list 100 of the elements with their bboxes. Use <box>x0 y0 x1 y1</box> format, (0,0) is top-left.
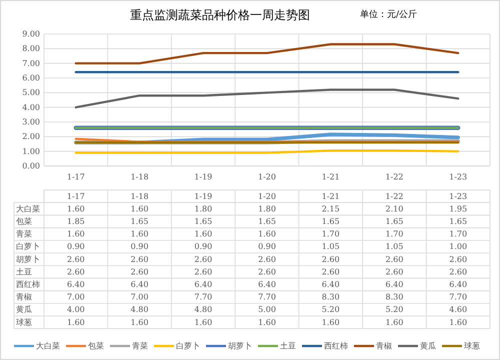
data-label: 1.60 <box>258 318 276 327</box>
data-label: 1.60 <box>66 204 85 214</box>
text: 青菜 <box>16 230 32 239</box>
data-label: 1.65 <box>194 217 212 226</box>
data-label: 0.90 <box>130 242 148 252</box>
data-label: 1.80 <box>194 204 212 214</box>
data-label: 1.05 <box>322 242 340 252</box>
x-tick-label: 1-19 <box>194 172 212 182</box>
data-label: 1.60 <box>449 318 468 327</box>
data-label: 1.05 <box>386 242 404 252</box>
category-label: 1-19 <box>194 192 212 201</box>
data-label: 7.70 <box>258 292 276 302</box>
x-tick-label: 1-23 <box>449 172 468 182</box>
data-label: 7.00 <box>130 292 148 302</box>
category-label: 1-17 <box>66 192 85 201</box>
data-label: 2.60 <box>258 254 276 264</box>
data-label: 1.65 <box>322 217 340 226</box>
data-label: 1.85 <box>66 217 85 226</box>
data-label: 1.70 <box>322 230 340 239</box>
x-tick-label: 1-20 <box>258 172 276 182</box>
data-label: 6.40 <box>66 280 85 289</box>
data-label: 4.60 <box>449 305 468 314</box>
data-label: 5.00 <box>258 305 276 314</box>
data-label: 1.60 <box>130 204 148 214</box>
category-label: 1-20 <box>258 192 276 201</box>
x-tick-label: 1-17 <box>66 172 85 182</box>
text: 土豆 <box>16 267 32 276</box>
x-tick-label: 1-18 <box>130 172 149 182</box>
text: 球葱 <box>16 318 32 327</box>
data-label: 7.70 <box>194 292 212 302</box>
data-label: 1.65 <box>258 217 276 226</box>
text: 白萝卜 <box>16 242 40 252</box>
chart-title: 重点监测蔬菜品种价格一周走势图 <box>130 8 310 22</box>
data-label: 2.60 <box>449 267 468 276</box>
data-label: 1.95 <box>449 204 468 214</box>
data-label: 6.40 <box>322 280 340 289</box>
data-label: 1.70 <box>386 230 404 239</box>
text: 西红柿 <box>16 280 40 289</box>
data-label: 2.60 <box>258 267 276 276</box>
data-label: 1.80 <box>258 204 276 214</box>
data-label: 2.60 <box>449 254 468 264</box>
data-label: 2.60 <box>130 254 148 264</box>
data-label: 2.60 <box>386 267 404 276</box>
data-label: 2.60 <box>322 267 340 276</box>
category-label: 1-18 <box>130 192 149 201</box>
y-tick-label: 4.00 <box>22 102 40 112</box>
data-label: 6.40 <box>258 280 276 289</box>
data-label: 2.60 <box>386 254 404 264</box>
data-label: 1.65 <box>130 217 148 226</box>
data-label: 7.70 <box>449 292 468 302</box>
y-tick-label: 1.00 <box>22 146 40 156</box>
y-tick-label: 2.00 <box>22 132 40 142</box>
data-label: 2.10 <box>386 204 404 214</box>
y-tick-label: 3.00 <box>22 118 40 126</box>
legend-label: 西红柿 <box>324 342 348 350</box>
y-tick-label: 6.00 <box>22 74 40 82</box>
data-label: 8.30 <box>322 292 340 302</box>
category-label: 1-21 <box>322 192 340 201</box>
x-tick-label: 1-22 <box>385 172 404 182</box>
data-label: 1.60 <box>194 318 212 327</box>
data-label: 5.20 <box>322 305 340 314</box>
data-label: 1.65 <box>386 217 404 226</box>
legend-label: 土豆 <box>280 342 296 350</box>
text: 大白菜 <box>16 204 40 214</box>
data-label: 2.60 <box>322 254 340 264</box>
data-label: 1.00 <box>449 242 468 252</box>
text: 包菜 <box>16 217 32 226</box>
chart-subtitle: 单位：元/公斤 <box>360 9 418 20</box>
data-label: 2.15 <box>322 204 340 214</box>
legend-label: 胡萝卜 <box>228 342 252 350</box>
data-label: 2.60 <box>66 254 85 264</box>
y-tick-label: 5.00 <box>22 88 40 98</box>
data-label: 6.40 <box>449 280 468 289</box>
data-label: 1.60 <box>258 230 276 239</box>
data-label: 0.90 <box>66 242 85 252</box>
legend-label: 包菜 <box>88 342 104 350</box>
y-tick-label: 8.00 <box>22 44 40 54</box>
x-tick-label: 1-21 <box>322 172 340 182</box>
data-label: 8.30 <box>386 292 404 302</box>
legend-label: 青菜 <box>132 342 148 350</box>
data-label: 1.70 <box>449 230 468 239</box>
text: 青椒 <box>16 292 32 302</box>
text: 黄瓜 <box>16 305 32 314</box>
y-tick-label: 0.00 <box>22 162 40 170</box>
data-label: 5.20 <box>386 305 404 314</box>
data-label: 1.60 <box>130 230 148 239</box>
data-label: 6.40 <box>386 280 404 289</box>
category-label: 1-22 <box>385 192 404 201</box>
data-label: 6.40 <box>130 280 148 289</box>
legend-label: 大白菜 <box>36 342 60 350</box>
data-label: 4.80 <box>130 305 148 314</box>
data-label: 4.00 <box>66 305 85 314</box>
data-label: 1.60 <box>130 318 148 327</box>
data-label: 1.60 <box>194 230 212 239</box>
data-label: 7.00 <box>66 292 85 302</box>
y-tick-label: 9.00 <box>22 30 40 38</box>
data-label: 6.40 <box>194 280 212 289</box>
data-label: 2.60 <box>194 267 212 276</box>
legend-label: 青椒 <box>376 342 392 350</box>
data-label: 1.60 <box>386 318 404 327</box>
